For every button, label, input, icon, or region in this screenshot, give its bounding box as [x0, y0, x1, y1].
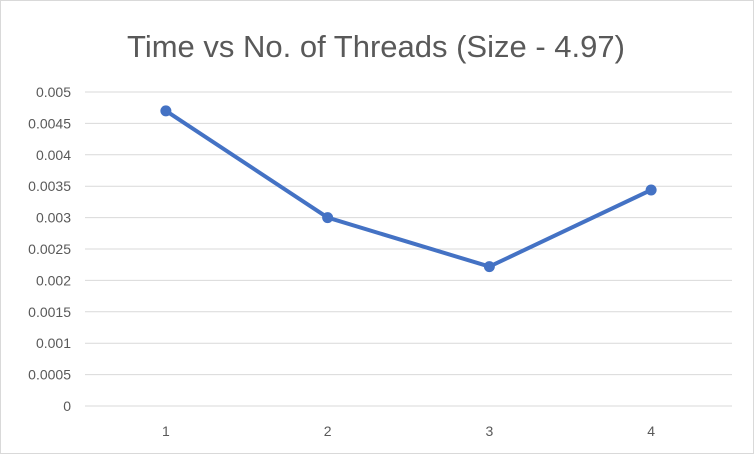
series-line [163, 108, 654, 269]
y-tick-label: 0.0035 [28, 178, 71, 194]
y-tick-label: 0.004 [36, 147, 71, 163]
x-tick-label: 4 [647, 423, 655, 439]
x-tick-label: 1 [162, 423, 170, 439]
y-axis-ticks: 0 0.0005 0.001 0.0015 0.002 0.0025 0.003 0.0035… [28, 84, 71, 414]
series-group [160, 105, 657, 273]
data-point [160, 105, 172, 117]
y-tick-label: 0.001 [36, 335, 71, 351]
x-tick-label: 2 [324, 423, 332, 439]
y-tick-label: 0.0025 [28, 241, 71, 257]
y-tick-label: 0.0005 [28, 367, 71, 383]
y-tick-label: 0.0015 [28, 304, 71, 320]
y-tick-label: 0.005 [36, 84, 71, 100]
x-tick-label: 3 [485, 423, 493, 439]
y-tick-label: 0.0045 [28, 115, 71, 131]
gridlines [85, 91, 732, 407]
data-point [322, 212, 334, 224]
y-tick-label: 0.003 [36, 210, 71, 226]
chart-title: Time vs No. of Threads (Size - 4.97) [127, 29, 625, 64]
data-point [483, 261, 495, 273]
y-tick-label: 0 [63, 398, 71, 414]
x-axis-ticks: 1 2 3 4 [162, 423, 655, 439]
y-tick-label: 0.002 [36, 272, 71, 288]
data-point [645, 184, 657, 196]
